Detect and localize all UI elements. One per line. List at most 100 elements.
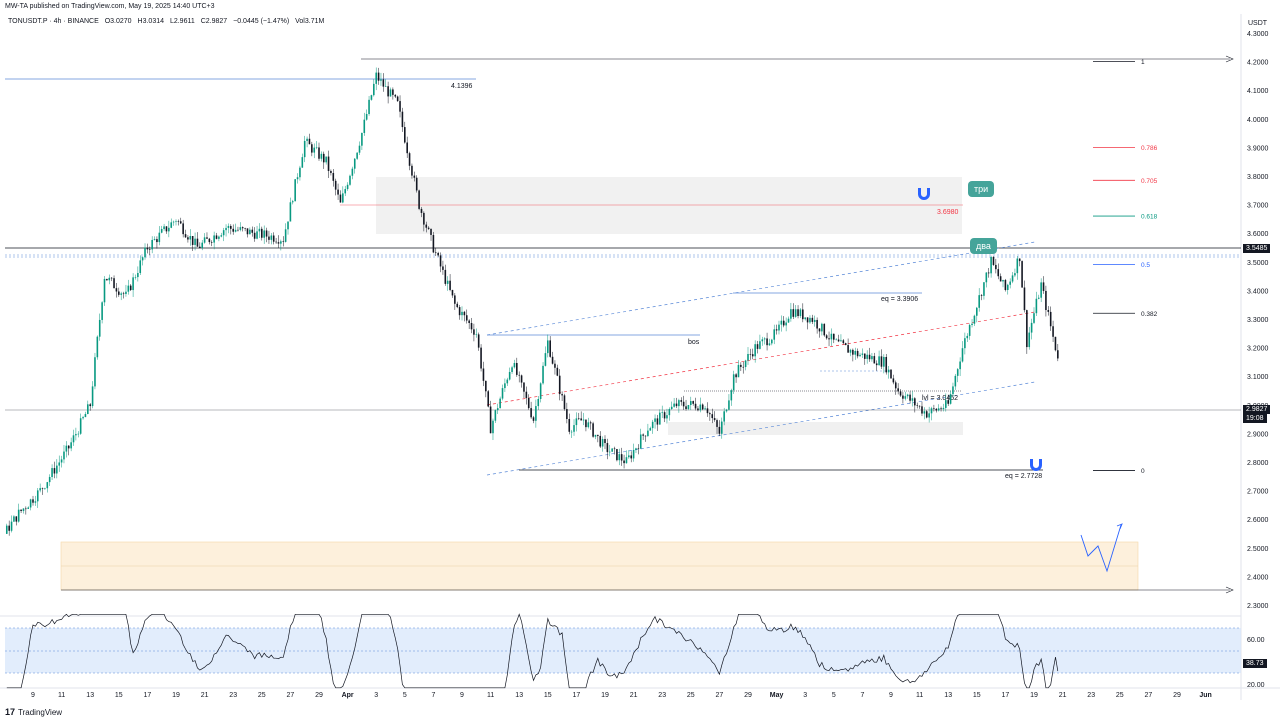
candle-body [642,434,644,436]
price-tick-label: 2.7000 [1247,489,1269,496]
price-tick-label: 3.4000 [1247,288,1269,295]
candle-body [935,408,938,411]
candle-body [60,459,63,463]
candle-body [511,367,513,372]
tradingview-footer[interactable]: 17 TradingView [5,707,62,717]
price-tick-label: 2.8000 [1247,460,1269,467]
symbol-name[interactable]: TONUSDT.P · 4h · BINANCE [8,18,99,25]
candle-body [318,147,320,159]
candle-body [990,256,992,274]
candle-body [134,277,137,278]
candle-body [115,288,118,292]
candle-body [5,525,8,534]
candle-body [618,454,621,461]
date-tick-label: 21 [1059,692,1067,699]
candle-body [535,406,537,421]
candle-body [446,280,449,284]
candle-body [234,229,237,232]
channel-upper [486,241,1036,336]
candle-body [971,323,973,326]
supply-zone[interactable] [376,177,962,234]
eq-bottom-label: eq = 2.7728 [1005,473,1042,480]
candle-body [492,420,494,434]
demand-strip[interactable] [668,422,963,435]
candle-body [282,241,285,242]
candle-body [525,391,528,398]
candle-body [449,280,451,290]
candle-body [258,228,261,232]
candle-body [215,235,218,239]
candle-body [518,374,520,376]
callout-tri[interactable]: три [968,181,995,197]
date-tick-label: 27 [1145,692,1153,699]
candle-body [995,264,997,270]
candle-body [833,333,835,340]
candle-body [425,224,428,228]
candle-body [113,278,115,289]
candle-body [1026,310,1028,348]
callout-dva[interactable]: два [970,238,997,254]
candle-body [218,236,220,239]
candle-body [58,462,61,466]
candle-body [210,242,213,243]
candle-body [806,317,809,323]
fib-levels-group: 1 0.786 0.705 0.618 0.5 0.382 0 [1093,59,1158,475]
candle-body [687,405,690,409]
candle-body [470,323,473,330]
channel-lower [486,381,1036,476]
candle-body [904,396,907,399]
high-level-label: 4.1396 [451,83,473,90]
candle-body [964,338,966,349]
candle-body [675,403,678,407]
candle-body [494,410,497,421]
candle-body [623,460,625,464]
candle-body [363,119,366,133]
candle-body [227,225,230,228]
price-tick-label: 2.9000 [1247,431,1269,438]
candle-body [480,347,482,369]
candle-body [952,386,954,395]
candle-body [170,222,173,228]
arrow-head-bottom [1225,586,1234,594]
candle-body [976,307,978,316]
candle-body [611,448,613,452]
price-tick-label: 4.2000 [1247,60,1269,67]
rsi-value-tag: 38.73 [1243,659,1267,668]
date-tick-label: 19 [172,692,180,699]
candle-body [20,509,22,512]
candle-body [659,412,661,425]
fib-label: 0.382 [1141,311,1158,318]
candle-body [775,329,778,331]
candle-body [771,339,773,344]
price-tick-label: 3.8000 [1247,174,1269,181]
date-tick-label: 13 [86,692,94,699]
candle-body [458,307,461,316]
candle-body [406,142,408,154]
candle-body [289,202,292,222]
candle-body [151,239,153,250]
candle-body [13,516,15,522]
fib-3698-label: 3.6980 [937,209,959,216]
candle-body [430,228,432,235]
candle-body [940,408,942,410]
candle-body [137,273,139,278]
candle-body [291,201,294,203]
magnet-icon [918,188,930,200]
candle-body [537,398,540,407]
symbol-info-bar: TONUSDT.P · 4h · BINANCE O3.0270 H3.0314… [8,18,328,25]
candle-body [968,325,971,336]
candle-body [91,386,94,407]
candle-body [866,354,868,359]
candle-body [918,405,921,407]
candle-body [959,361,961,370]
volume-value: Vol3.71M [295,18,325,25]
date-tick-label: 25 [687,692,695,699]
candle-body [861,353,864,355]
candle-body [985,272,988,283]
candle-body [256,231,258,239]
candles-group [5,67,1059,536]
candle-body [275,241,277,243]
fib-label: 0.705 [1141,178,1158,185]
candle-body [1011,275,1014,282]
